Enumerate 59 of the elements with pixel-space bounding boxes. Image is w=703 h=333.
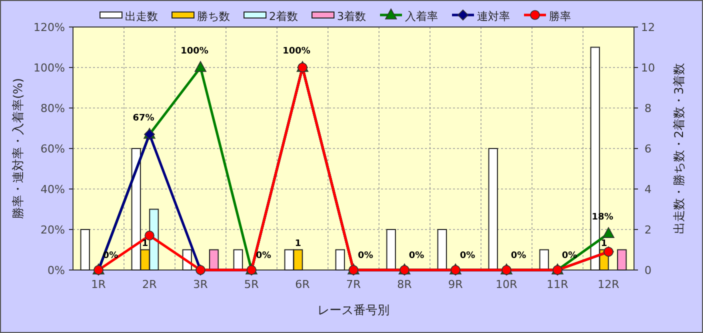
y-tick-label: 0% bbox=[48, 264, 65, 277]
x-tick-label: 5R bbox=[244, 278, 260, 291]
y2-tick-label: 4 bbox=[644, 183, 652, 196]
y2-tick-label: 10 bbox=[641, 62, 655, 74]
data-label: 0% bbox=[510, 251, 526, 261]
y2-tick-label: 8 bbox=[644, 102, 652, 115]
y-tick-label: 100% bbox=[34, 62, 65, 74]
point bbox=[194, 61, 206, 72]
data-label: 100% bbox=[180, 46, 208, 56]
y2-axis-title: 出走数・勝ち数・2着数・3着数 bbox=[672, 62, 686, 234]
legend-label: 連対率 bbox=[477, 10, 510, 23]
y-axis-title: 勝率・連対率・入着率(%) bbox=[11, 78, 25, 219]
x-tick-label: 8R bbox=[397, 278, 412, 291]
data-label: 1 bbox=[142, 238, 148, 249]
data-label: 1 bbox=[600, 238, 608, 249]
bar bbox=[617, 249, 627, 270]
bar bbox=[335, 249, 345, 270]
bar bbox=[80, 229, 90, 270]
x-tick-label: 3R bbox=[193, 278, 208, 291]
legend-label: 出走数 bbox=[125, 10, 158, 23]
bar bbox=[488, 148, 498, 270]
point bbox=[144, 230, 154, 240]
y-tick-label: 60% bbox=[40, 142, 65, 156]
y-tick-label: 40% bbox=[40, 183, 65, 196]
x-tick-label: 9R bbox=[448, 278, 464, 291]
legend-label: 勝率 bbox=[549, 10, 571, 23]
data-label: 1 bbox=[294, 238, 302, 249]
x-tick-label: 1R bbox=[91, 278, 106, 291]
data-label: 0% bbox=[256, 251, 272, 261]
bar bbox=[437, 229, 447, 270]
data-label: 67% bbox=[132, 113, 154, 124]
bar bbox=[539, 249, 549, 270]
y-tick-label: 80% bbox=[40, 102, 65, 115]
x-tick-label: 11R bbox=[546, 278, 569, 291]
legend-label: 勝ち数 bbox=[197, 10, 230, 23]
point bbox=[602, 227, 614, 238]
data-label: 0% bbox=[358, 251, 374, 261]
data-label: 0% bbox=[562, 251, 578, 261]
legend-label: 2着数 bbox=[269, 10, 298, 23]
bar bbox=[233, 249, 243, 270]
x-tick-label: 6R bbox=[295, 278, 310, 291]
x-axis-title: レース番号別 bbox=[318, 303, 390, 317]
y2-tick-label: 0 bbox=[644, 264, 652, 277]
data-label: 0% bbox=[460, 251, 476, 261]
y-tick-label: 20% bbox=[40, 224, 65, 236]
x-tick-label: 10R bbox=[496, 278, 518, 291]
legend-label: 3着数 bbox=[337, 10, 366, 23]
legend-label: 入着率 bbox=[405, 10, 438, 23]
x-tick-label: 12R bbox=[598, 278, 620, 291]
y2-tick-label: 12 bbox=[641, 21, 655, 34]
y2-tick-label: 2 bbox=[644, 224, 652, 236]
y-tick-label: 120% bbox=[34, 21, 65, 34]
x-tick-label: 2R bbox=[142, 278, 158, 291]
bar bbox=[386, 229, 396, 270]
x-tick-label: 7R bbox=[346, 278, 362, 291]
data-label: 0% bbox=[408, 251, 424, 261]
y2-tick-label: 6 bbox=[644, 142, 652, 156]
bar bbox=[209, 249, 219, 270]
data-label: 100% bbox=[282, 46, 310, 56]
